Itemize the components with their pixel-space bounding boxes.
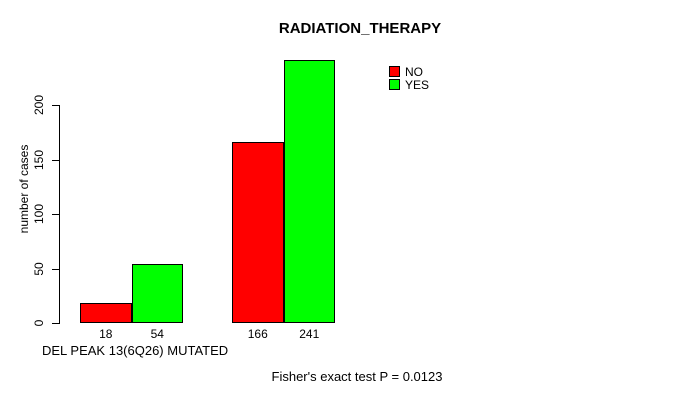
x-axis-label: DEL PEAK 13(6Q26) MUTATED — [42, 343, 229, 358]
y-axis-tick — [52, 105, 59, 106]
y-axis-line — [59, 105, 60, 324]
chart-title: RADIATION_THERAPY — [278, 20, 442, 37]
legend-label: YES — [405, 77, 430, 92]
bar-value-label: 166 — [247, 327, 268, 341]
y-axis-tick-label: 200 — [32, 94, 46, 116]
legend-label: NO — [405, 64, 423, 79]
y-axis-tick-label: 150 — [32, 149, 46, 170]
bar-yes-group2 — [283, 60, 335, 323]
legend-swatch-yes — [389, 79, 400, 90]
bar-value-label: 54 — [150, 327, 164, 341]
bar-no-group2 — [232, 142, 284, 323]
legend-item-no: NO — [389, 65, 429, 78]
y-axis-tick-label: 50 — [32, 261, 46, 276]
y-axis-tick-label: 100 — [32, 203, 46, 225]
y-axis-tick — [52, 323, 59, 324]
y-axis-label: number of cases — [17, 144, 31, 234]
bar-value-label: 241 — [299, 327, 320, 341]
bar-yes-group1 — [131, 264, 183, 323]
fisher-test-note: Fisher's exact test P = 0.0123 — [271, 369, 443, 384]
bar-value-label: 18 — [99, 327, 113, 341]
y-axis-tick-label: 0 — [32, 319, 46, 327]
y-axis-tick — [52, 268, 59, 270]
y-axis-tick — [52, 159, 59, 161]
legend-item-yes: YES — [389, 78, 429, 91]
bar-no-group1 — [80, 303, 132, 323]
legend-swatch-no — [389, 66, 400, 77]
y-axis-tick — [52, 214, 59, 215]
legend: NO YES — [389, 65, 429, 91]
